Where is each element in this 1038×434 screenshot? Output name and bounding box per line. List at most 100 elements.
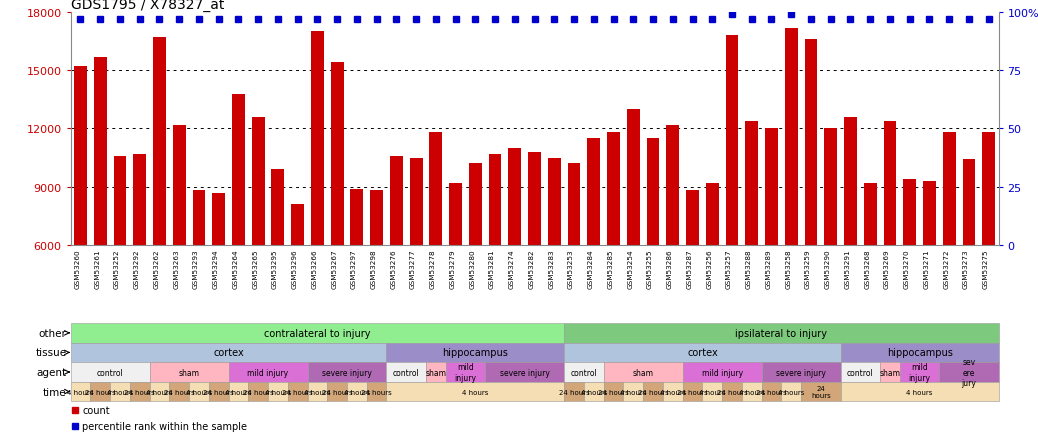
Text: agent: agent bbox=[36, 367, 66, 377]
Text: GSM53293: GSM53293 bbox=[193, 249, 199, 289]
Bar bbox=[782, 382, 801, 401]
Bar bbox=[900, 362, 939, 382]
Text: GSM53287: GSM53287 bbox=[686, 249, 692, 289]
Text: 4 hours: 4 hours bbox=[462, 389, 489, 395]
Bar bbox=[469, 164, 482, 245]
Text: GSM53294: GSM53294 bbox=[213, 249, 219, 289]
Text: GSM53267: GSM53267 bbox=[331, 249, 337, 289]
Bar bbox=[248, 382, 268, 401]
Bar bbox=[292, 204, 304, 245]
Bar bbox=[528, 152, 541, 245]
Text: GSM53274: GSM53274 bbox=[509, 249, 515, 289]
Text: control: control bbox=[847, 368, 874, 377]
Bar bbox=[765, 129, 777, 245]
Text: GSM53272: GSM53272 bbox=[944, 249, 949, 289]
Text: control: control bbox=[97, 368, 124, 377]
Text: GSM53286: GSM53286 bbox=[666, 249, 673, 289]
Text: 4 hours: 4 hours bbox=[906, 389, 933, 395]
Text: GSM53283: GSM53283 bbox=[548, 249, 554, 289]
Text: GDS1795 / X78327_at: GDS1795 / X78327_at bbox=[71, 0, 224, 12]
Bar bbox=[548, 158, 561, 245]
Text: ipsilateral to injury: ipsilateral to injury bbox=[735, 328, 827, 338]
Bar bbox=[841, 343, 999, 362]
Bar bbox=[133, 154, 146, 245]
Text: GSM53263: GSM53263 bbox=[173, 249, 180, 289]
Bar bbox=[627, 110, 639, 245]
Text: 24
hours: 24 hours bbox=[811, 385, 830, 398]
Bar bbox=[71, 323, 565, 343]
Bar bbox=[785, 29, 797, 245]
Text: GSM53265: GSM53265 bbox=[252, 249, 258, 289]
Text: 24 hours: 24 hours bbox=[164, 389, 194, 395]
Bar bbox=[565, 382, 584, 401]
Bar bbox=[742, 382, 762, 401]
Text: time: time bbox=[43, 387, 66, 397]
Text: control: control bbox=[392, 368, 419, 377]
Text: 24 hours: 24 hours bbox=[558, 389, 590, 395]
Text: 4 hours: 4 hours bbox=[107, 389, 133, 395]
Bar bbox=[683, 362, 762, 382]
Text: 4 hours: 4 hours bbox=[778, 389, 804, 395]
Text: GSM53291: GSM53291 bbox=[845, 249, 850, 289]
Text: cortex: cortex bbox=[213, 348, 244, 358]
Text: 24 hours: 24 hours bbox=[125, 389, 155, 395]
Bar bbox=[841, 362, 880, 382]
Text: GSM53297: GSM53297 bbox=[351, 249, 357, 289]
Text: hippocampus: hippocampus bbox=[886, 348, 953, 358]
Text: mild
injury: mild injury bbox=[455, 362, 476, 382]
Text: 24 hours: 24 hours bbox=[243, 389, 274, 395]
Text: GSM53284: GSM53284 bbox=[588, 249, 594, 289]
Text: GSM53275: GSM53275 bbox=[983, 249, 988, 289]
Text: 24 hours: 24 hours bbox=[716, 389, 747, 395]
Text: mild
injury: mild injury bbox=[908, 362, 931, 382]
Text: GSM53270: GSM53270 bbox=[904, 249, 909, 289]
Text: GSM53268: GSM53268 bbox=[865, 249, 870, 289]
Bar bbox=[209, 382, 228, 401]
Text: GSM53282: GSM53282 bbox=[528, 249, 535, 289]
Text: 24 hours: 24 hours bbox=[203, 389, 234, 395]
Text: GSM53253: GSM53253 bbox=[568, 249, 574, 289]
Bar bbox=[588, 139, 600, 245]
Text: GSM53280: GSM53280 bbox=[469, 249, 475, 289]
Text: 4 hours: 4 hours bbox=[304, 389, 330, 395]
Bar bbox=[722, 382, 742, 401]
Bar bbox=[683, 382, 703, 401]
Text: severe injury: severe injury bbox=[499, 368, 550, 377]
Text: 4 hours: 4 hours bbox=[739, 389, 765, 395]
Bar bbox=[445, 362, 485, 382]
Text: GSM53276: GSM53276 bbox=[390, 249, 397, 289]
Text: severe injury: severe injury bbox=[322, 368, 372, 377]
Bar bbox=[485, 362, 565, 382]
Bar bbox=[307, 382, 327, 401]
Text: 24 hours: 24 hours bbox=[677, 389, 708, 395]
Text: 24 hours: 24 hours bbox=[85, 389, 115, 395]
Bar bbox=[666, 125, 679, 245]
Bar bbox=[565, 343, 841, 362]
Text: 4 hours: 4 hours bbox=[620, 389, 647, 395]
Text: GSM53278: GSM53278 bbox=[430, 249, 436, 289]
Bar bbox=[565, 362, 604, 382]
Text: GSM53252: GSM53252 bbox=[114, 249, 120, 289]
Bar bbox=[153, 38, 166, 245]
Text: GSM53255: GSM53255 bbox=[647, 249, 653, 289]
Text: percentile rank within the sample: percentile rank within the sample bbox=[82, 421, 247, 431]
Bar bbox=[824, 129, 838, 245]
Text: cortex: cortex bbox=[687, 348, 717, 358]
Text: mild injury: mild injury bbox=[702, 368, 743, 377]
Bar bbox=[228, 382, 248, 401]
Text: GSM53261: GSM53261 bbox=[94, 249, 101, 289]
Text: 24 hours: 24 hours bbox=[598, 389, 629, 395]
Text: GSM53285: GSM53285 bbox=[607, 249, 613, 289]
Bar bbox=[584, 382, 604, 401]
Bar bbox=[844, 118, 857, 245]
Text: GSM53277: GSM53277 bbox=[410, 249, 416, 289]
Bar bbox=[703, 382, 722, 401]
Bar bbox=[624, 382, 644, 401]
Text: 4 hours: 4 hours bbox=[225, 389, 251, 395]
Bar bbox=[864, 183, 877, 245]
Text: GSM53271: GSM53271 bbox=[924, 249, 929, 289]
Text: GSM53266: GSM53266 bbox=[311, 249, 318, 289]
Text: GSM53279: GSM53279 bbox=[449, 249, 456, 289]
Bar bbox=[228, 362, 307, 382]
Text: 4 hours: 4 hours bbox=[580, 389, 607, 395]
